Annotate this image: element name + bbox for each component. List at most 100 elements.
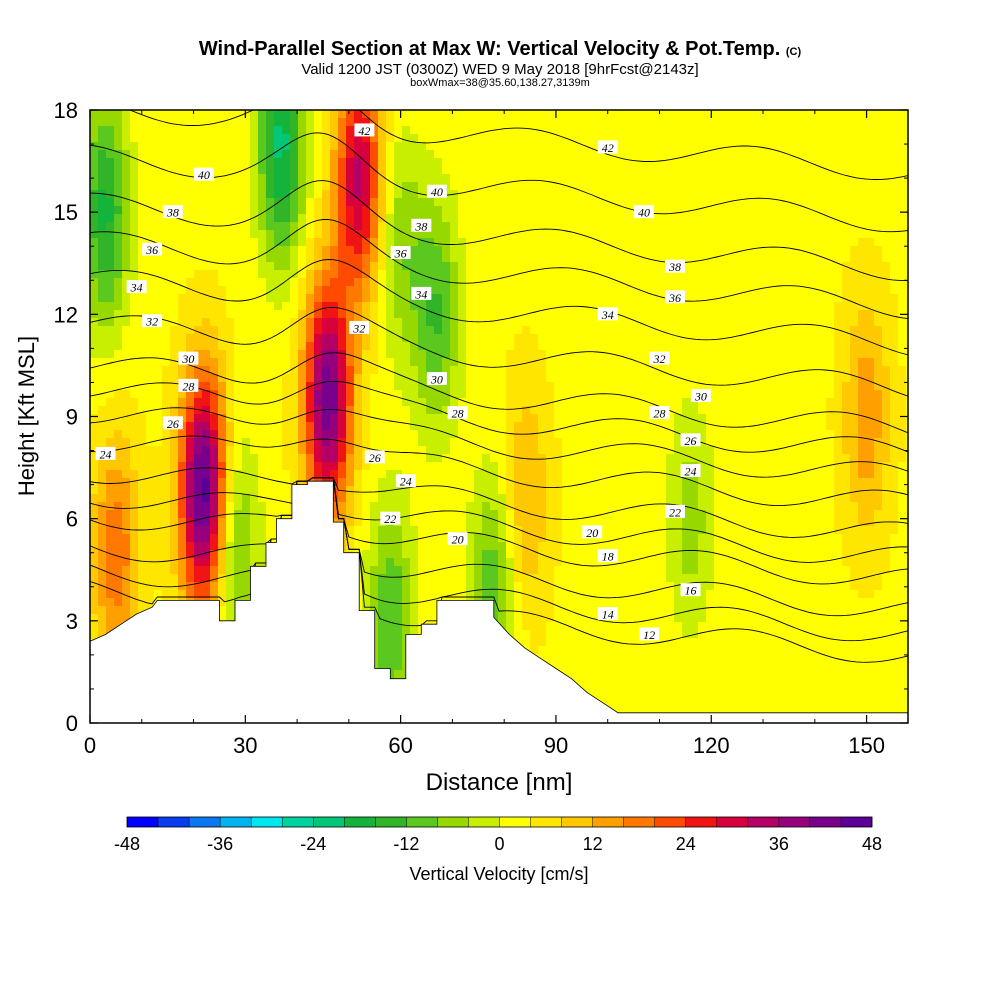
heatmap-cell [338, 246, 347, 255]
heatmap-cell [346, 270, 355, 279]
heatmap-cell [370, 182, 379, 191]
heatmap-cell [450, 398, 459, 407]
heatmap-cell [898, 262, 907, 271]
heatmap-cell [434, 198, 443, 207]
heatmap-cell [514, 334, 523, 343]
heatmap-cell [122, 382, 131, 391]
heatmap-cell [346, 470, 355, 479]
heatmap-cell [330, 262, 339, 271]
heatmap-cell [378, 358, 387, 367]
heatmap-cell [362, 414, 371, 423]
heatmap-cell [762, 446, 771, 455]
heatmap-cell [826, 294, 835, 303]
heatmap-cell [730, 390, 739, 399]
heatmap-cell [666, 278, 675, 287]
heatmap-cell [218, 142, 227, 151]
heatmap-cell [202, 110, 211, 119]
heatmap-cell [634, 118, 643, 127]
heatmap-cell [674, 254, 683, 263]
heatmap-cell [570, 318, 579, 327]
heatmap-cell [170, 398, 179, 407]
heatmap-cell [778, 150, 787, 159]
heatmap-cell [618, 478, 627, 487]
heatmap-cell [514, 422, 523, 431]
heatmap-cell [426, 214, 435, 223]
heatmap-cell [754, 446, 763, 455]
heatmap-cell [706, 438, 715, 447]
heatmap-cell [458, 438, 467, 447]
heatmap-cell [706, 406, 715, 415]
heatmap-cell [394, 270, 403, 279]
heatmap-cell [98, 310, 107, 319]
heatmap-cell [650, 214, 659, 223]
heatmap-cell [890, 110, 899, 119]
heatmap-cell [762, 190, 771, 199]
heatmap-cell [322, 294, 331, 303]
heatmap-cell [130, 326, 139, 335]
heatmap-cell [186, 238, 195, 247]
heatmap-cell [330, 462, 339, 471]
heatmap-cell [138, 262, 147, 271]
heatmap-cell [546, 206, 555, 215]
heatmap-cell [538, 382, 547, 391]
heatmap-cell [754, 254, 763, 263]
heatmap-cell [530, 206, 539, 215]
heatmap-cell [890, 158, 899, 167]
heatmap-cell [594, 462, 603, 471]
heatmap-cell [810, 134, 819, 143]
heatmap-cell [874, 390, 883, 399]
heatmap-cell [474, 262, 483, 271]
heatmap-cell [650, 334, 659, 343]
heatmap-cell [210, 382, 219, 391]
heatmap-cell [554, 182, 563, 191]
heatmap-cell [738, 438, 747, 447]
heatmap-cell [850, 166, 859, 175]
heatmap-cell [834, 382, 843, 391]
heatmap-cell [530, 158, 539, 167]
heatmap-cell [482, 134, 491, 143]
heatmap-cell [642, 174, 651, 183]
heatmap-cell [842, 294, 851, 303]
heatmap-cell [154, 294, 163, 303]
heatmap-cell [474, 174, 483, 183]
heatmap-cell [258, 150, 267, 159]
heatmap-cell [874, 246, 883, 255]
heatmap-cell [138, 358, 147, 367]
heatmap-cell [346, 422, 355, 431]
heatmap-cell [226, 326, 235, 335]
heatmap-cell [882, 374, 891, 383]
heatmap-cell [474, 382, 483, 391]
heatmap-cell [522, 358, 531, 367]
heatmap-cell [162, 286, 171, 295]
heatmap-cell [346, 438, 355, 447]
heatmap-cell [674, 286, 683, 295]
heatmap-cell [162, 486, 171, 495]
heatmap-cell [738, 302, 747, 311]
heatmap-cell [906, 214, 908, 223]
heatmap-cell [706, 174, 715, 183]
heatmap-cell [242, 422, 251, 431]
heatmap-cell [354, 422, 363, 431]
heatmap-cell [874, 214, 883, 223]
heatmap-cell [186, 318, 195, 327]
heatmap-cell [570, 278, 579, 287]
heatmap-cell [858, 230, 867, 239]
heatmap-cell [266, 126, 275, 135]
heatmap-cell [434, 486, 443, 495]
heatmap-cell [314, 142, 323, 151]
heatmap-cell [586, 198, 595, 207]
heatmap-cell [882, 358, 891, 367]
heatmap-cell [194, 366, 203, 375]
heatmap-cell [266, 286, 275, 295]
heatmap-cell [90, 342, 99, 351]
heatmap-cell [354, 334, 363, 343]
heatmap-cell [394, 142, 403, 151]
heatmap-cell [474, 310, 483, 319]
heatmap-cell [842, 478, 851, 487]
heatmap-cell [850, 246, 859, 255]
heatmap-cell [386, 470, 395, 479]
heatmap-cell [570, 238, 579, 247]
heatmap-cell [162, 294, 171, 303]
heatmap-cell [106, 478, 115, 487]
heatmap-cell [466, 390, 475, 399]
